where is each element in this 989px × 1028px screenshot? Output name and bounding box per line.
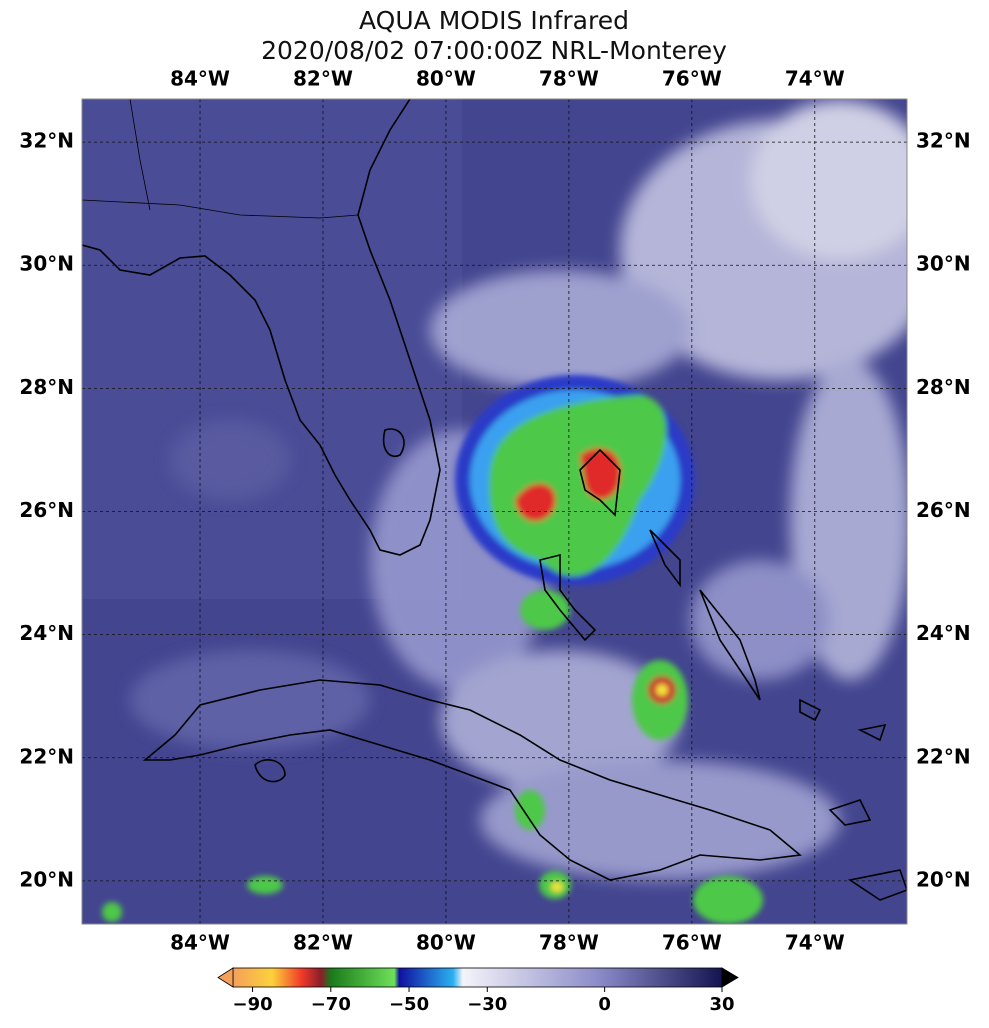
colorbar-max-arrow: [721, 967, 739, 988]
lat-label-left: 28°N: [19, 375, 74, 399]
lon-label-top: 82°W: [293, 67, 353, 91]
colorbar-min-arrow: [217, 967, 234, 988]
lat-label-left: 22°N: [19, 744, 74, 768]
lat-label-right: 30°N: [916, 252, 971, 276]
lon-label-top: 84°W: [170, 67, 230, 91]
lat-label-left: 20°N: [19, 867, 74, 891]
colorbar-tick-label: −50: [389, 994, 429, 1015]
lat-label-left: 32°N: [19, 129, 74, 153]
lon-label-top: 74°W: [785, 67, 845, 91]
lon-label-bottom: 84°W: [170, 931, 230, 955]
lon-label-top: 78°W: [539, 67, 599, 91]
subtitle: 2020/08/02 07:00:00Z NRL-Monterey: [261, 36, 727, 65]
lon-label-bottom: 82°W: [293, 931, 353, 955]
lat-label-right: 20°N: [916, 867, 971, 891]
lon-label-bottom: 78°W: [539, 931, 599, 955]
colorbar: −90 −70 −50 −30 0 30: [217, 967, 739, 1015]
lat-label-right: 28°N: [916, 375, 971, 399]
colorbar-tick-label: −90: [232, 994, 272, 1015]
axis-labels: 84°W 84°W 82°W 82°W 80°W 80°W 78°W 78°W 76°W 76°W…: [19, 67, 970, 955]
lat-label-left: 24°N: [19, 621, 74, 645]
colorbar-tick-label: −30: [467, 994, 507, 1015]
lon-label-bottom: 74°W: [785, 931, 845, 955]
lon-label-bottom: 76°W: [662, 931, 722, 955]
title: AQUA MODIS Infrared: [359, 6, 629, 35]
lon-label-top: 76°W: [662, 67, 722, 91]
satellite-image: [82, 99, 907, 924]
lon-label-bottom: 80°W: [416, 931, 476, 955]
lat-label-left: 26°N: [19, 498, 74, 522]
colorbar-scale: [232, 967, 723, 988]
colorbar-tick-label: −70: [311, 994, 351, 1015]
lat-label-right: 26°N: [916, 498, 971, 522]
lat-label-right: 22°N: [916, 744, 971, 768]
colorbar-tick-label: 30: [709, 994, 734, 1015]
colorbar-tick-label: 0: [598, 994, 611, 1015]
lon-label-top: 80°W: [416, 67, 476, 91]
lat-label-left: 30°N: [19, 252, 74, 276]
lat-label-right: 24°N: [916, 621, 971, 645]
map-frame: [81, 98, 908, 925]
lat-label-right: 32°N: [916, 129, 971, 153]
